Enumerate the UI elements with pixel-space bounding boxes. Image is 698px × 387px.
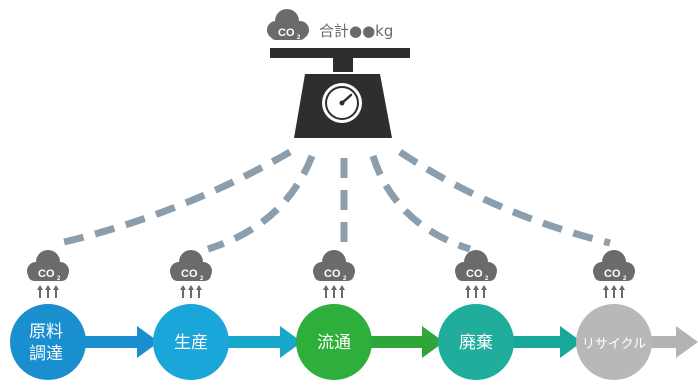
co2-label: CO bbox=[324, 268, 341, 280]
stage-disposal: 廃棄 bbox=[438, 304, 514, 380]
stage-recycle: リサイクル bbox=[576, 304, 652, 380]
co2-label: CO bbox=[466, 268, 483, 280]
flow-arrow-production bbox=[225, 326, 302, 358]
flow-arrow-raw-materials bbox=[82, 326, 159, 358]
flow-arrows bbox=[82, 326, 698, 358]
stage-label: 流通 bbox=[317, 333, 351, 353]
header-co2-subscript: 2 bbox=[297, 35, 301, 41]
connector-line-recycle bbox=[398, 149, 611, 247]
emission-up-arrows-icon bbox=[37, 285, 59, 298]
co2-subscript: 2 bbox=[57, 276, 61, 282]
co2-cloud-icon: CO 2 bbox=[170, 250, 212, 282]
stage-distribution: 流通 bbox=[296, 304, 372, 380]
co2-subscript: 2 bbox=[200, 276, 204, 282]
stage-label-line1: 原料 bbox=[29, 322, 63, 342]
co2-cloud-icon: CO 2 bbox=[593, 250, 635, 282]
emission-up-arrows-icon bbox=[603, 285, 625, 298]
co2-label: CO bbox=[604, 268, 621, 280]
emission-clouds: CO 2 CO 2 CO 2 CO 2 CO 2 bbox=[27, 250, 635, 298]
co2-label: CO bbox=[181, 268, 198, 280]
co2-cloud-icon: CO 2 bbox=[455, 250, 497, 282]
stage-production: 生産 bbox=[153, 304, 229, 380]
connector-line-raw-materials bbox=[59, 148, 292, 247]
connector-line-production bbox=[206, 154, 316, 253]
emission-up-arrows-icon bbox=[180, 285, 202, 298]
emission-up-arrows-icon bbox=[465, 285, 487, 298]
header-co2-label: CO bbox=[278, 27, 295, 39]
total-emissions-label: 合計●●kg bbox=[319, 22, 393, 40]
stage-label: リサイクル bbox=[582, 337, 646, 352]
weighing-scale-icon bbox=[270, 48, 410, 138]
emission-up-arrows-icon bbox=[323, 285, 345, 298]
connector-lines bbox=[59, 148, 611, 253]
stage-label-line2: 調達 bbox=[29, 344, 63, 364]
co2-subscript: 2 bbox=[485, 276, 489, 282]
total-header: CO 2 合計●●kg bbox=[267, 9, 393, 41]
connector-line-disposal bbox=[369, 154, 472, 253]
stage-label: 廃棄 bbox=[459, 333, 493, 353]
co2-subscript: 2 bbox=[343, 276, 347, 282]
header-co2-cloud-icon: CO 2 bbox=[267, 9, 309, 41]
flow-arrow-disposal bbox=[510, 326, 582, 358]
flow-arrow-recycle bbox=[648, 326, 698, 358]
co2-label: CO bbox=[38, 268, 55, 280]
co2-cloud-icon: CO 2 bbox=[27, 250, 69, 282]
stage-label: 生産 bbox=[174, 333, 208, 353]
co2-subscript: 2 bbox=[623, 276, 627, 282]
flow-arrow-distribution bbox=[368, 326, 444, 358]
co2-cloud-icon: CO 2 bbox=[313, 250, 355, 282]
